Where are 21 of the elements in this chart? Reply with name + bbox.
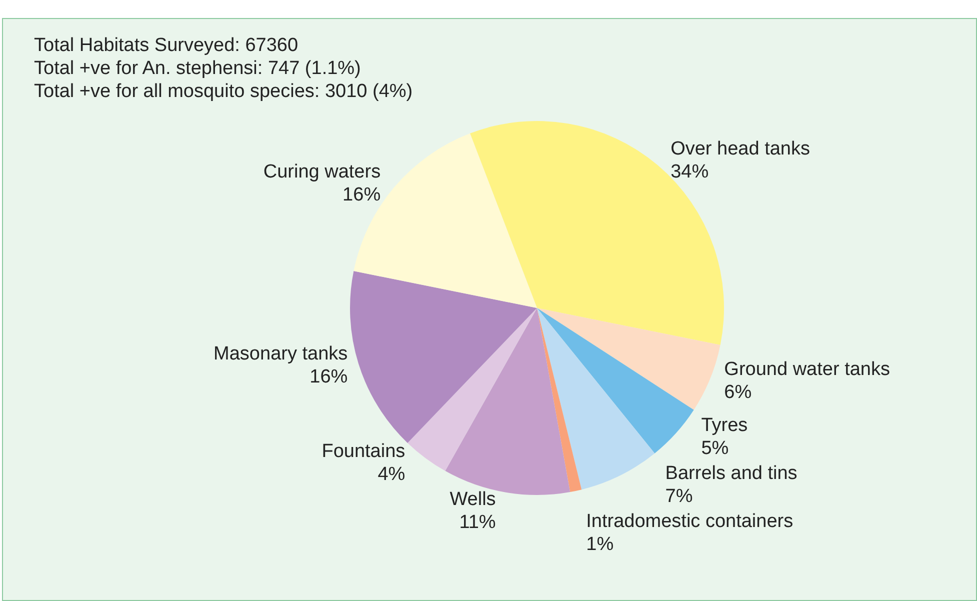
text: Total +ve for all mosquito species: 3010 (4%) [34, 80, 413, 103]
data-label: 16% [342, 184, 381, 206]
data-label: 34% [670, 162, 709, 183]
data-label: 6% [724, 382, 752, 403]
slice-label: Masonary tanks [214, 344, 348, 365]
slice-label: Curing waters [263, 161, 381, 182]
data-label: 4% [378, 464, 406, 485]
data-label: 11% [459, 512, 496, 533]
slice-label: Intradomestic containers [586, 511, 794, 532]
text: Total +ve for An. stephensi: 747 (1.1%) [34, 57, 362, 80]
slice-label: Over head tanks [670, 138, 810, 160]
slice-label: Ground water tanks [724, 358, 890, 380]
text: Total Habitats Surveyed: 67360 [34, 34, 300, 57]
data-label: 7% [665, 486, 693, 508]
data-label: 1% [586, 534, 614, 556]
slice-label: Wells [450, 488, 496, 510]
slice-label: Tyres [701, 415, 748, 436]
data-label: 5% [701, 438, 729, 460]
slice-label: Barrels and tins [665, 463, 798, 484]
slice-label: Fountains [322, 440, 406, 462]
data-label: 16% [310, 366, 348, 388]
